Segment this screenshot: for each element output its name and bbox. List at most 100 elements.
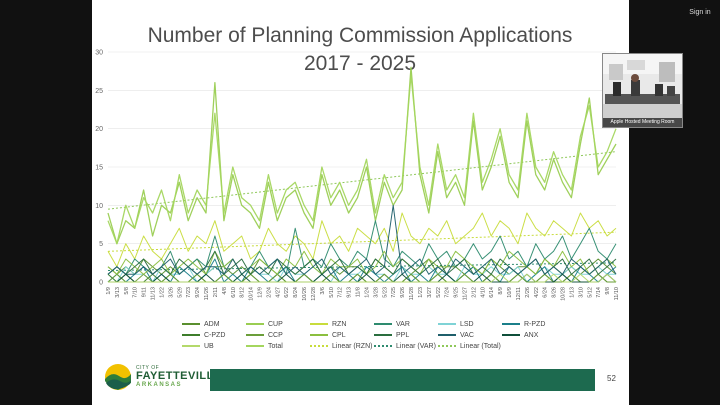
x-tick-label: 4/10 bbox=[480, 287, 486, 298]
x-tick-label: 6/14 bbox=[489, 287, 495, 298]
legend-label: Linear (RZN) bbox=[332, 343, 373, 350]
x-tick-label: 6/22 bbox=[284, 287, 290, 298]
legend-swatch bbox=[438, 323, 456, 326]
x-tick-label: 1/22 bbox=[159, 287, 165, 298]
x-tick-label: 7/24 bbox=[445, 287, 451, 298]
legend-swatch bbox=[246, 323, 264, 326]
y-tick-label: 0 bbox=[99, 280, 103, 287]
x-tick-label: 7/10 bbox=[133, 287, 139, 298]
x-tick-label: 10/9 bbox=[507, 287, 513, 298]
x-tick-label: 2/12 bbox=[471, 287, 477, 298]
trendline bbox=[107, 151, 617, 210]
legend-label: Linear (Total) bbox=[460, 343, 501, 350]
chart-legend: ADM CUP RZN VAR LSD R-PZD C-PZD CCP CPL PPL VAC ANX… bbox=[182, 320, 622, 360]
legend-swatch bbox=[182, 334, 200, 337]
y-tick-label: 20 bbox=[95, 126, 103, 133]
logo-city-of: CITY OF bbox=[136, 365, 160, 371]
x-tick-label: 7/23 bbox=[186, 287, 192, 298]
x-tick-label: 9/25 bbox=[454, 287, 460, 298]
legend-label: RZN bbox=[332, 321, 347, 328]
participant-name-label: Apple Hosted Meeting Room bbox=[603, 118, 682, 127]
x-tick-label: 7/25 bbox=[391, 287, 397, 298]
x-tick-label: 8/12 bbox=[240, 287, 246, 298]
x-tick-label: 11/26 bbox=[204, 287, 210, 300]
legend-swatch bbox=[374, 345, 392, 348]
series-line bbox=[107, 74, 617, 245]
logo-state: ARKANSAS bbox=[136, 382, 183, 388]
x-tick-label: 2/26 bbox=[525, 287, 531, 298]
legend-item: CPL bbox=[310, 331, 346, 341]
x-tick-label: 10/26 bbox=[302, 287, 308, 301]
x-tick-label: 5/12 bbox=[587, 287, 593, 298]
x-tick-label: 10/14 bbox=[249, 287, 255, 301]
legend-swatch bbox=[374, 334, 392, 337]
x-tick-label: 4/27 bbox=[275, 287, 281, 298]
legend-label: UB bbox=[204, 343, 214, 350]
legend-swatch bbox=[246, 345, 264, 348]
x-tick-label: 8/26 bbox=[552, 287, 558, 298]
y-tick-label: 15 bbox=[95, 165, 103, 172]
legend-item: Linear (VAR) bbox=[374, 342, 436, 352]
x-tick-label: 11/8 bbox=[356, 287, 362, 297]
legend-swatch bbox=[374, 323, 392, 326]
chart-title-line: Number of Planning Commission Applicatio… bbox=[148, 24, 573, 47]
x-tick-label: 3/28 bbox=[373, 287, 379, 298]
legend-swatch bbox=[246, 334, 264, 337]
x-tick-label: 6/10 bbox=[231, 287, 237, 298]
x-tick-label: 9/13 bbox=[347, 287, 353, 298]
x-tick-label: 4/8 bbox=[222, 287, 228, 295]
x-tick-label: 2/11 bbox=[213, 287, 219, 297]
legend-item: Linear (Total) bbox=[438, 342, 501, 352]
logo-city-name: FAYETTEVILLE bbox=[136, 370, 222, 382]
x-tick-label: 1/9 bbox=[106, 287, 112, 295]
legend-label: CUP bbox=[268, 321, 283, 328]
legend-label: PPL bbox=[396, 332, 410, 339]
x-tick-label: 1/23 bbox=[418, 287, 424, 298]
legend-item: UB bbox=[182, 342, 214, 352]
x-tick-label: 3/6 bbox=[320, 287, 326, 295]
applications-line-chart: Number of Planning Commission Applicatio… bbox=[95, 24, 620, 301]
legend-label: VAR bbox=[396, 321, 410, 328]
legend-swatch bbox=[310, 323, 328, 326]
x-tick-label: 1/13 bbox=[569, 287, 575, 298]
y-tick-label: 5 bbox=[99, 241, 103, 248]
y-tick-label: 30 bbox=[95, 50, 103, 57]
x-tick-label: 5/22 bbox=[436, 287, 442, 298]
legend-item: CCP bbox=[246, 331, 283, 341]
x-tick-label: 9/8 bbox=[605, 287, 611, 295]
series-line bbox=[107, 250, 617, 275]
legend-swatch bbox=[438, 334, 456, 337]
legend-swatch bbox=[182, 323, 200, 326]
x-tick-label: 3/27 bbox=[427, 287, 433, 298]
legend-item: PPL bbox=[374, 331, 409, 341]
presentation-slide: Number of Planning Commission Applicatio… bbox=[92, 0, 629, 405]
x-tick-label: 12/11 bbox=[516, 287, 522, 300]
sign-in-button[interactable]: Sign in bbox=[689, 9, 711, 16]
x-tick-label: 2/24 bbox=[266, 287, 272, 298]
x-tick-label: 8/24 bbox=[293, 287, 299, 298]
legend-swatch bbox=[310, 345, 328, 348]
x-tick-label: 8/9 bbox=[498, 287, 504, 295]
city-logo: CITY OF FAYETTEVILLE ARKANSAS bbox=[104, 363, 234, 397]
x-tick-label: 6/24 bbox=[543, 287, 549, 298]
legend-label: ADM bbox=[204, 321, 220, 328]
legend-label: VAC bbox=[460, 332, 474, 339]
x-tick-label: 7/12 bbox=[338, 287, 344, 298]
x-tick-label: 5/10 bbox=[329, 287, 335, 298]
participant-video-thumbnail[interactable]: Apple Hosted Meeting Room bbox=[602, 53, 683, 128]
y-tick-label: 10 bbox=[95, 203, 103, 210]
legend-label: CPL bbox=[332, 332, 346, 339]
x-tick-label: 9/24 bbox=[195, 287, 201, 298]
trendline bbox=[107, 262, 617, 271]
legend-swatch bbox=[310, 334, 328, 337]
series-line bbox=[107, 212, 617, 268]
legend-item: Total bbox=[246, 342, 283, 352]
legend-swatch bbox=[502, 334, 520, 337]
legend-label: Linear (VAR) bbox=[396, 343, 436, 350]
legend-item: R-PZD bbox=[502, 320, 545, 330]
legend-label: LSD bbox=[460, 321, 474, 328]
fayetteville-logo-icon bbox=[105, 364, 131, 390]
legend-label: CCP bbox=[268, 332, 283, 339]
x-tick-label: 4/22 bbox=[534, 287, 540, 298]
